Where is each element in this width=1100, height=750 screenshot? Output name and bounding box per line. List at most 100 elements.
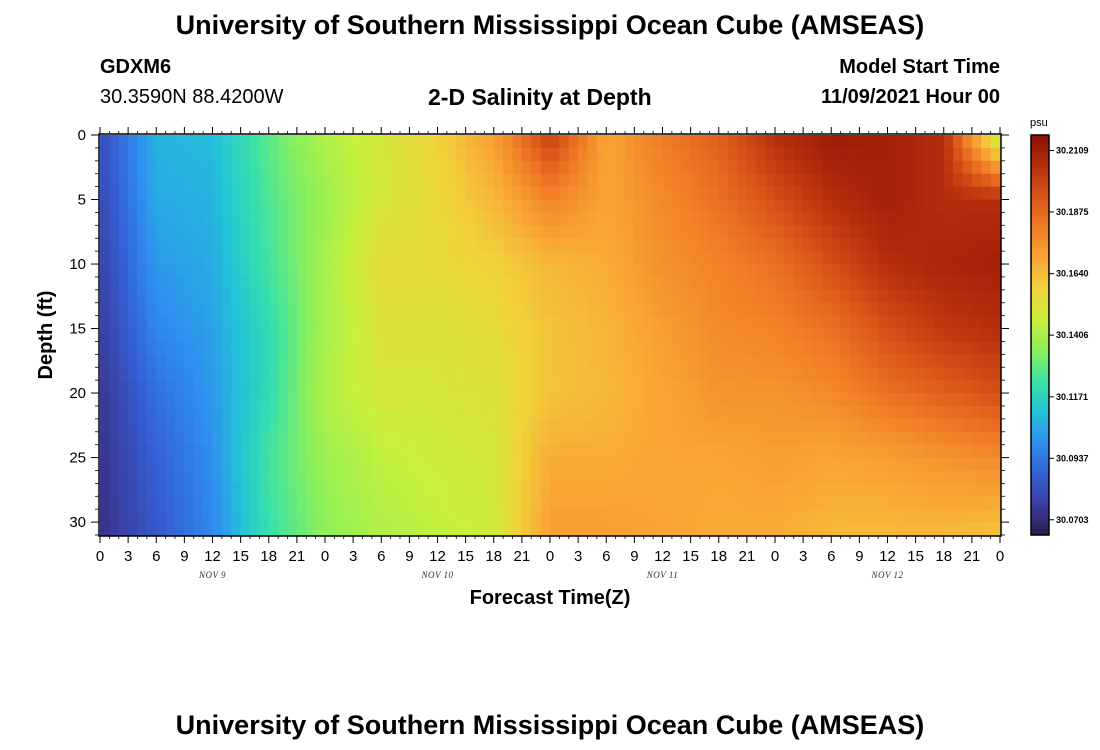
- heatmap-cell: [718, 367, 729, 381]
- heatmap-cell: [437, 251, 448, 265]
- heatmap-cell: [653, 199, 664, 214]
- heatmap-cell: [296, 457, 307, 472]
- heatmap-cell: [690, 302, 701, 317]
- heatmap-cell: [728, 276, 739, 291]
- heatmap-cell: [325, 380, 335, 394]
- heatmap-cell: [175, 405, 185, 420]
- heatmap-cell: [100, 212, 110, 226]
- x-axis: 0 3 6 9 12 15 18 21 0 3 6 9 12 15 18 21 0 3 6 9 12 15 18 21 0 3 6 9…: [96, 127, 1004, 580]
- heatmap-cell: [803, 199, 814, 214]
- heatmap-cell: [221, 418, 232, 433]
- heatmap-cell: [953, 496, 964, 510]
- heatmap-cell: [568, 431, 579, 446]
- heatmap-cell: [231, 135, 242, 149]
- heatmap-cell: [812, 173, 823, 188]
- heatmap-cell: [221, 405, 232, 420]
- heatmap-cell: [278, 289, 289, 304]
- heatmap-cell: [512, 135, 523, 149]
- heatmap-cell: [746, 302, 757, 317]
- heatmap-cell: [756, 212, 767, 226]
- heatmap-cell: [146, 135, 157, 149]
- heatmap-cell: [700, 264, 710, 278]
- heatmap-cell: [296, 135, 307, 149]
- heatmap-cell: [109, 496, 120, 510]
- heatmap-cell: [896, 302, 907, 317]
- heatmap-cell: [390, 289, 401, 304]
- heatmap-cell: [221, 276, 232, 291]
- heatmap-cell: [250, 289, 260, 304]
- heatmap-cell: [550, 251, 560, 265]
- heatmap-cell: [381, 264, 392, 278]
- heatmap-cell: [765, 212, 776, 226]
- heatmap-cell: [793, 418, 804, 433]
- heatmap-cell: [718, 302, 729, 317]
- heatmap-cell: [990, 457, 1001, 472]
- heatmap-cell: [109, 147, 120, 162]
- heatmap-cell: [934, 289, 945, 304]
- heatmap-cell: [250, 509, 260, 523]
- heatmap-cell: [531, 173, 542, 188]
- heatmap-cell: [512, 496, 523, 510]
- heatmap-cell: [221, 289, 232, 304]
- heatmap-cell: [521, 470, 532, 484]
- heatmap-cell: [971, 444, 982, 459]
- heatmap-cell: [456, 457, 467, 472]
- heatmap-cell: [521, 380, 532, 394]
- heatmap-cell: [118, 483, 129, 497]
- heatmap-cell: [371, 418, 382, 433]
- heatmap-cell: [728, 457, 739, 472]
- heatmap-cell: [615, 160, 626, 175]
- heatmap-cell: [962, 135, 973, 149]
- heatmap-cell: [334, 212, 345, 226]
- heatmap-cell: [390, 276, 401, 291]
- heatmap-cell: [334, 457, 345, 472]
- heatmap-cell: [437, 509, 448, 523]
- heatmap-cell: [325, 238, 335, 252]
- heatmap-cell: [596, 444, 607, 459]
- heatmap-cell: [437, 186, 448, 201]
- heatmap-cell: [662, 238, 673, 252]
- heatmap-cell: [662, 199, 673, 214]
- heatmap-cell: [671, 186, 682, 201]
- heatmap-cell: [484, 431, 495, 446]
- heatmap-cell: [325, 302, 335, 317]
- heatmap-cell: [484, 225, 495, 239]
- heatmap-cell: [606, 186, 617, 201]
- heatmap-cell: [259, 160, 270, 175]
- heatmap-cell: [906, 199, 917, 214]
- heatmap-cell: [868, 444, 879, 459]
- heatmap-cell: [728, 522, 739, 536]
- heatmap-cell: [850, 444, 860, 459]
- heatmap-cell: [662, 173, 673, 188]
- heatmap-cell: [962, 225, 973, 239]
- heatmap-cell: [906, 289, 917, 304]
- heatmap-cell: [484, 418, 495, 433]
- y-tick-label: 20: [69, 385, 86, 402]
- heatmap-cell: [587, 393, 598, 407]
- heatmap-cell: [878, 405, 889, 420]
- heatmap-cell: [521, 212, 532, 226]
- heatmap-cell: [896, 276, 907, 291]
- heatmap-cell: [278, 147, 289, 162]
- heatmap-cell: [765, 405, 776, 420]
- heatmap-cell: [484, 496, 495, 510]
- heatmap-cell: [193, 135, 204, 149]
- heatmap-cell: [803, 276, 814, 291]
- heatmap-cell: [596, 186, 607, 201]
- heatmap-cell: [306, 276, 317, 291]
- heatmap-cell: [906, 173, 917, 188]
- heatmap-cell: [700, 147, 710, 162]
- heatmap-cell: [475, 341, 485, 355]
- heatmap-cell: [165, 354, 176, 368]
- colorbar: psu 30.210930.187530.164030.140630.11713…: [1030, 117, 1089, 536]
- heatmap-cell: [240, 147, 251, 162]
- heatmap-cell: [465, 418, 476, 433]
- x-tick-label: 15: [457, 548, 474, 565]
- heatmap-cell: [118, 225, 129, 239]
- heatmap-cell: [587, 431, 598, 446]
- heatmap-cell: [325, 289, 335, 304]
- heatmap-cell: [296, 238, 307, 252]
- heatmap-cell: [503, 225, 514, 239]
- heatmap-cell: [878, 315, 889, 330]
- heatmap-cell: [671, 147, 682, 162]
